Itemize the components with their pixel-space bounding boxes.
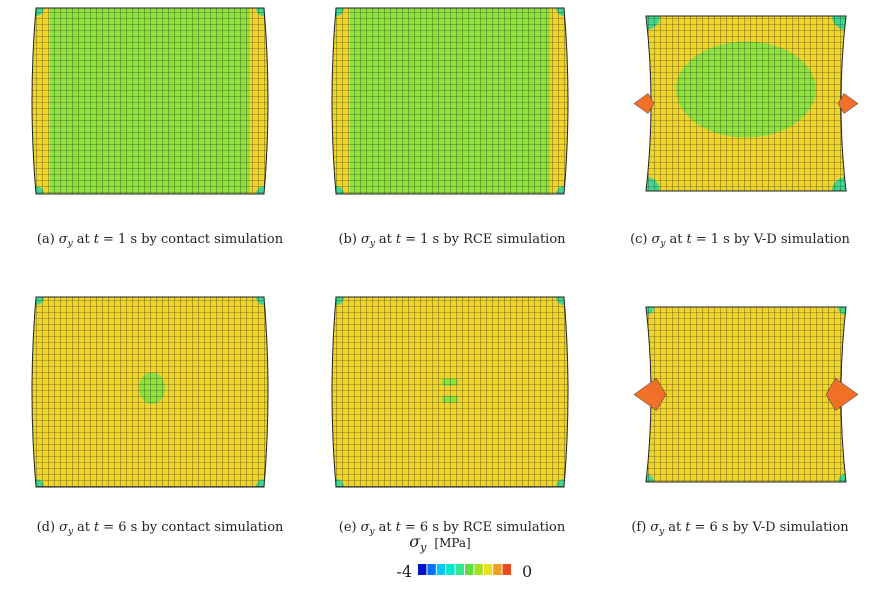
caption-rest: = 6 s by contact simulation bbox=[103, 520, 284, 535]
caption-label: (c) bbox=[630, 232, 647, 247]
mesh-fill bbox=[626, 2, 866, 205]
caption-at: at bbox=[669, 232, 683, 247]
caption-sub: y bbox=[369, 239, 376, 249]
caption-rest: = 1 s by RCE simulation bbox=[405, 232, 566, 247]
figure: (a)σyatt= 1 s by contact simulation(b)σy… bbox=[0, 0, 881, 608]
caption-tvar: t bbox=[685, 520, 691, 535]
colorbar-title: σy[MPa] bbox=[409, 532, 470, 554]
caption-label: (f) bbox=[631, 520, 646, 535]
colorbar-swatch bbox=[418, 564, 426, 575]
caption-tvar: t bbox=[396, 232, 402, 247]
colorbar-swatch bbox=[437, 564, 445, 575]
mesh-fill bbox=[316, 289, 584, 495]
colorbar-swatch bbox=[493, 564, 501, 575]
colorbar-swatch bbox=[446, 564, 454, 575]
caption-rest: = 1 s by V-D simulation bbox=[696, 232, 851, 247]
grid bbox=[626, 16, 866, 191]
caption-sub: y bbox=[67, 239, 74, 249]
caption-sub: y bbox=[658, 527, 665, 537]
caption-tvar: t bbox=[396, 520, 402, 535]
colorbar-swatch bbox=[503, 564, 511, 575]
mesh-fill bbox=[316, 0, 584, 202]
caption-rest: = 6 s by RCE simulation bbox=[405, 520, 566, 535]
grid bbox=[316, 8, 584, 194]
caption-at: at bbox=[379, 520, 393, 535]
colorbar-max: 0 bbox=[522, 562, 532, 581]
caption-label: (e) bbox=[339, 520, 357, 535]
colorbar-swatch bbox=[484, 564, 492, 575]
colorbar-min: -4 bbox=[396, 562, 412, 581]
caption-sub: y bbox=[67, 527, 74, 537]
caption-at: at bbox=[77, 232, 91, 247]
colorbar-swatch bbox=[427, 564, 435, 575]
caption-at: at bbox=[77, 520, 91, 535]
caption-tvar: t bbox=[94, 232, 100, 247]
caption-label: (a) bbox=[37, 232, 55, 247]
caption-label: (b) bbox=[338, 232, 356, 247]
caption-rest: = 6 s by V-D simulation bbox=[694, 520, 849, 535]
colorbar-swatch bbox=[474, 564, 482, 575]
grid bbox=[316, 297, 584, 487]
caption-tvar: t bbox=[686, 232, 692, 247]
mesh-fill bbox=[16, 0, 284, 202]
caption-tvar: t bbox=[94, 520, 100, 535]
caption-rest: = 1 s by contact simulation bbox=[103, 232, 284, 247]
caption-sub: y bbox=[659, 239, 666, 249]
grid bbox=[16, 8, 284, 194]
colorbar-swatch bbox=[456, 564, 464, 575]
colorbar-swatch bbox=[465, 564, 473, 575]
caption-at: at bbox=[668, 520, 682, 535]
mesh-fill bbox=[16, 289, 284, 495]
caption-label: (d) bbox=[37, 520, 55, 535]
grid bbox=[16, 297, 284, 487]
caption-sub: y bbox=[369, 527, 376, 537]
caption-at: at bbox=[379, 232, 393, 247]
